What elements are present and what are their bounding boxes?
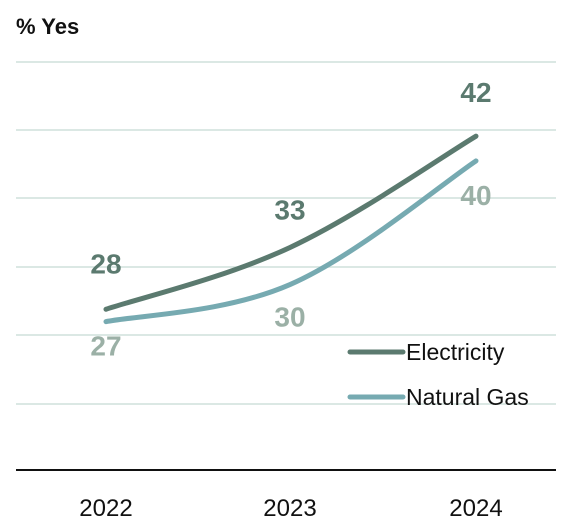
data-labels: 28 33 42 27 30 40 [90, 77, 491, 361]
data-label: 28 [90, 248, 121, 279]
legend-label: Natural Gas [406, 384, 529, 410]
data-label: 42 [460, 77, 491, 108]
legend-label: Electricity [406, 339, 505, 365]
legend: Electricity Natural Gas [347, 339, 529, 410]
x-tick-label: 2024 [449, 495, 502, 522]
y-axis-title: % Yes [16, 14, 79, 39]
series-line-electricity [103, 133, 479, 312]
data-label: 27 [90, 331, 121, 362]
x-tick-label: 2023 [263, 495, 316, 522]
data-label: 40 [460, 180, 491, 211]
x-axis-tick-labels: 2022 2023 2024 [79, 495, 502, 522]
data-label: 33 [274, 194, 305, 225]
x-tick-label: 2022 [79, 495, 132, 522]
gridlines [16, 61, 556, 405]
series-line-natural-gas [103, 158, 479, 325]
data-label: 30 [274, 302, 305, 333]
series-lines [103, 133, 479, 325]
